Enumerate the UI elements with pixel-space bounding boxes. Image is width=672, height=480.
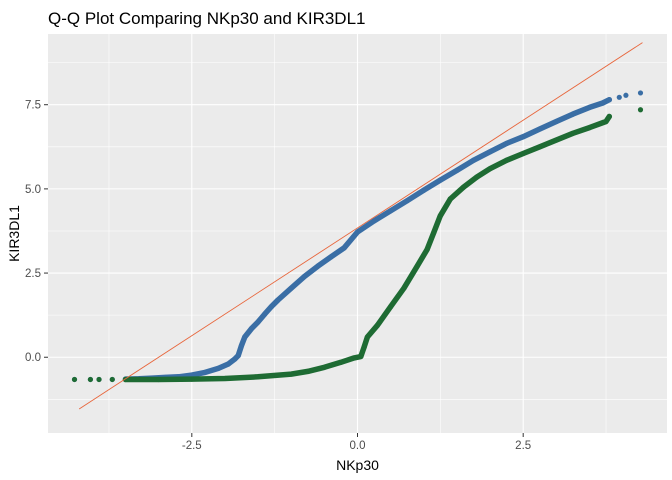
data-point [603, 118, 609, 125]
data-point [255, 374, 261, 380]
data-point [222, 375, 228, 382]
data-point [305, 368, 311, 374]
data-point [586, 104, 593, 111]
y-tick-label: 5.0 [25, 184, 41, 196]
data-point [242, 334, 248, 340]
data-point [71, 376, 78, 383]
data-point [109, 376, 115, 383]
data-point [504, 140, 510, 147]
data-point [321, 364, 327, 370]
data-point [487, 149, 493, 155]
data-point [570, 111, 576, 117]
data-point [474, 174, 480, 180]
data-point [354, 229, 361, 235]
data-point [431, 230, 437, 236]
data-point [358, 353, 364, 360]
data-point [248, 326, 255, 332]
data-point [288, 371, 294, 377]
data-point [275, 297, 281, 303]
data-point [341, 245, 347, 251]
y-tick-label: 7.5 [25, 100, 41, 112]
chart-title: Q-Q Plot Comparing NKp30 and KIR3DL1 [48, 9, 366, 28]
series-trace [122, 113, 613, 383]
data-point [616, 94, 622, 100]
x-tick-label: -2.5 [182, 440, 202, 452]
data-point [586, 125, 593, 131]
x-tick-label: 0.0 [350, 440, 366, 452]
data-point [338, 359, 344, 365]
y-tick-label: 2.5 [25, 268, 41, 280]
data-point [215, 365, 221, 371]
data-point [374, 322, 380, 328]
data-point [606, 97, 612, 103]
data-point [537, 126, 543, 132]
data-point [447, 196, 453, 202]
reference-line-layer [78, 42, 643, 410]
data-point [623, 92, 629, 98]
x-tick-label: 2.5 [515, 440, 531, 452]
data-point [301, 273, 308, 280]
data-point [637, 90, 644, 96]
series-2 [71, 107, 644, 383]
data-point [96, 376, 102, 383]
data-point [351, 355, 357, 361]
data-point [262, 311, 268, 317]
data-point [553, 137, 559, 143]
reference-line [78, 42, 643, 410]
data-point [504, 157, 510, 163]
y-axis: 0.0 2.5 5.0 7.5 [25, 100, 48, 364]
data-point [606, 113, 612, 120]
data-point [553, 118, 559, 125]
data-point [388, 208, 394, 214]
data-point [470, 157, 477, 163]
data-point [404, 198, 410, 204]
data-point [487, 166, 493, 172]
data-point [238, 342, 245, 349]
data-point [401, 285, 407, 291]
series-trace [122, 96, 613, 382]
data-point [255, 319, 261, 325]
data-point [537, 144, 543, 150]
y-tick-label: 0.0 [25, 352, 41, 364]
data-point [388, 304, 394, 310]
data-point [361, 344, 367, 350]
x-axis: -2.5 0.0 2.5 [182, 433, 531, 452]
data-point [600, 100, 606, 106]
data-point [371, 218, 377, 224]
data-point [454, 167, 460, 173]
data-point [328, 254, 334, 260]
data-point [437, 213, 443, 219]
data-point [202, 369, 208, 375]
x-axis-title: NKp30 [336, 457, 379, 473]
data-point [189, 376, 195, 382]
data-point [87, 376, 94, 383]
data-point [421, 187, 427, 193]
data-point [424, 246, 430, 253]
data-point [232, 356, 238, 362]
data-point [315, 263, 321, 269]
data-point [268, 304, 274, 310]
data-point [288, 285, 294, 291]
data-point [520, 150, 526, 157]
series-layer [71, 90, 644, 383]
y-axis-title: KIR3DL1 [6, 205, 22, 262]
data-point [437, 177, 443, 183]
data-point [156, 376, 162, 383]
data-point [570, 130, 576, 136]
data-point [520, 134, 526, 140]
data-point [364, 334, 371, 340]
data-point [460, 184, 467, 190]
data-point [225, 361, 231, 367]
data-point [235, 352, 241, 359]
data-point [637, 107, 644, 113]
data-point [414, 263, 420, 269]
